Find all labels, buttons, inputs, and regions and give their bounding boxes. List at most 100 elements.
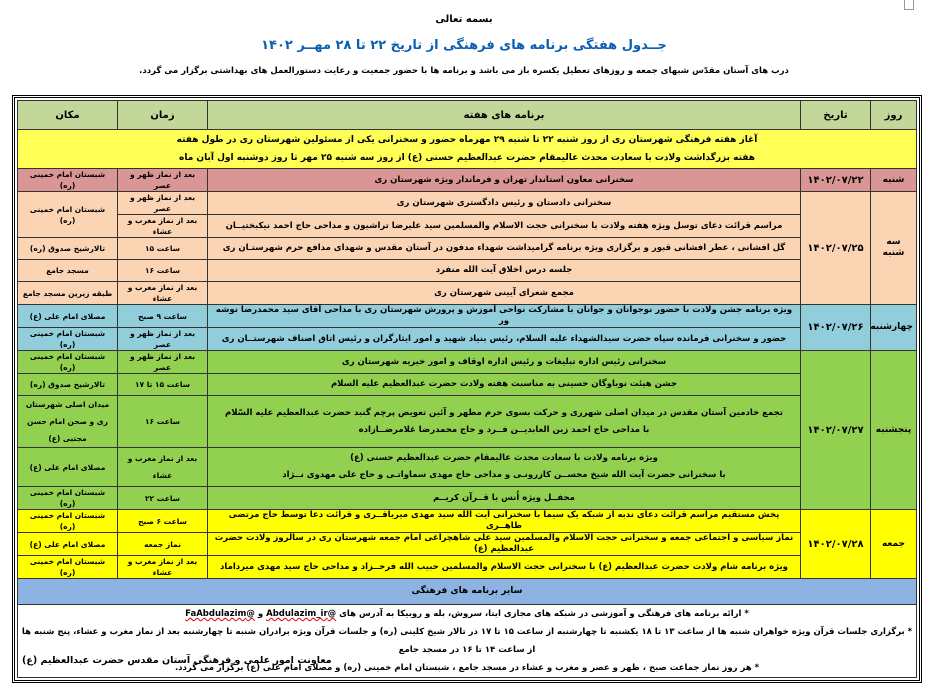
program-cell: سخنرانی معاون استاندار تهران و فرماندار …: [207, 168, 801, 192]
program-cell: سخنرانی رئیس اداره تبلیغات و رئیس اداره …: [207, 350, 801, 374]
place-cell: مسجد جامع: [17, 259, 118, 282]
table-row: تجمع خادمین آستان مقدس در میدان اصلی شهر…: [17, 395, 917, 448]
time-cell: ساعت ۱۶: [117, 395, 208, 448]
program-line: گل افشانی ، عطر افشانی قبور و برگزاری وی…: [222, 243, 786, 253]
table-row: محفــل ویژه اُنس با قــرآن کریــم ساعت ۲۲…: [17, 486, 917, 510]
note-1-and: و: [257, 609, 264, 619]
place-cell: شبستان امام خمینی (ره): [17, 555, 118, 579]
program-line: با سخنرانی حضرت آیت الله شیخ محســن کازر…: [282, 470, 726, 480]
program-cell: ویژه برنامه شام ولادت حضرت عبدالعظیم (ع)…: [207, 555, 801, 579]
table-row: چهارشنبه ۱۴۰۲/۰۷/۲۶ ویژه برنامه جشن ولادت …: [17, 304, 917, 351]
time-cell: بعد از نماز ظهر و عصر: [117, 350, 208, 374]
time-cell: ساعت ۱۵ تا ۱۷: [117, 373, 208, 396]
channel-link-abdulazim-ir[interactable]: @Abdulazim_ir: [266, 609, 337, 619]
program-line: مراسم قرائت دعای توسل ویژه هفته ولادت با…: [225, 220, 783, 231]
schedule-table: روز تاریخ برنامه های هفته زمان مکان آغاز…: [17, 100, 917, 678]
date-cell: ۱۴۰۲/۰۷/۲۶: [800, 304, 871, 351]
program-cell: تجمع خادمین آستان مقدس در میدان اصلی شهر…: [207, 395, 801, 448]
place-cell: شبستان امام خمینی (ره): [17, 509, 118, 533]
time-cell: ساعت ۶ صبح: [117, 509, 208, 533]
other-programs-header-row: سایر برنامه های فرهنگی: [17, 578, 917, 605]
banner-row: آغاز هفته فرهنگی شهرستان ری از روز شنبه …: [17, 129, 917, 169]
page-corner-mark: [904, 0, 914, 10]
time-cell: بعد از نماز مغرب و عشاء: [117, 447, 208, 487]
program-line: جشن هیئت نوباوگان حسینی به مناسبت هفته و…: [330, 379, 678, 389]
program-line: پخش مستقیم مراسم قرائت دعای ندبه از شبکه…: [228, 510, 780, 531]
program-line: مجمع شعرای آیینی شهرستان ری: [434, 287, 574, 298]
time-cell: ساعت ۱۶: [117, 259, 208, 282]
time-cell: بعد از نماز مغرب و عشاء: [117, 555, 208, 579]
program-line: ویژه برنامه شام ولادت حضرت عبدالعظیم (ع)…: [220, 561, 788, 572]
place-cell: تالارشیخ صدوق (ره): [17, 237, 118, 260]
page-title: جــدول هفتگی برنامه های فرهنگی از تاریخ …: [261, 38, 667, 53]
day-cell: چهارشنبه: [870, 304, 917, 351]
note-line-1: * ارائه برنامه های فرهنگی و آموزشی در شب…: [21, 605, 913, 623]
place-cell: میدان اصلی شهرستان ری و صحن امام حسن مجت…: [17, 395, 118, 448]
place-cell: مصلای امام علی (ع): [17, 447, 118, 487]
day-cell: شنبه: [870, 168, 917, 192]
day-cell: پنجشنبه: [870, 350, 917, 510]
table-row: حضور و سخنرانی فرمانده سپاه حضرت سیدالشه…: [17, 327, 917, 351]
header-program: برنامه های هفته: [207, 100, 801, 130]
table-row: سه شنبه ۱۴۰۲/۰۷/۲۵ سخنرانی دادستان و رئیس …: [17, 191, 917, 305]
table-row: جمعه ۱۴۰۲/۰۷/۲۸ پخش مستقیم مراسم قرائت دعا…: [17, 509, 917, 579]
other-programs-title: سایر برنامه های فرهنگی: [17, 578, 917, 605]
table-row: جلسه درس اخلاق آیت الله منفرد ساعت ۱۶ مسجد…: [17, 259, 917, 282]
program-cell: مجمع شعرای آیینی شهرستان ری: [207, 281, 801, 305]
note-line-2: * برگزاری جلسات قرآن ویژه خواهران شنبه ه…: [21, 627, 913, 655]
time-cell: بعد از نماز مغرب و عشاء: [117, 214, 208, 238]
banner-line: آغاز هفته فرهنگی شهرستان ری از روز شنبه …: [176, 135, 758, 145]
program-line: محفــل ویژه اُنس با قــرآن کریــم: [433, 492, 575, 503]
time-cell: بعد از نماز ظهر و عصر: [117, 327, 208, 351]
program-line: تجمع خادمین آستان مقدس در میدان اصلی شهر…: [225, 407, 783, 418]
time-cell: ساعت ۲۲: [117, 486, 208, 510]
program-line: ویژه برنامه جشن ولادت با حضور نوجوانان و…: [215, 305, 793, 326]
program-cell: پخش مستقیم مراسم قرائت دعای ندبه از شبکه…: [207, 509, 801, 533]
table-row: پنجشنبه ۱۴۰۲/۰۷/۲۷ سخنرانی رئیس اداره تبلی…: [17, 350, 917, 510]
notes-row: * ارائه برنامه های فرهنگی و آموزشی در شب…: [17, 604, 917, 678]
note-line-3: * هر روز نماز جماعت صبح ، ظهر و عصر و مغ…: [174, 663, 760, 673]
program-cell: گل افشانی ، عطر افشانی قبور و برگزاری وی…: [207, 237, 801, 260]
header-date: تاریخ: [800, 100, 871, 130]
table-row: ویژه برنامه شام ولادت حضرت عبدالعظیم (ع)…: [17, 555, 917, 579]
note-1-text: * ارائه برنامه های فرهنگی و آموزشی در شب…: [339, 609, 749, 619]
place-cell: شبستان امام خمینی (ره): [17, 168, 118, 192]
place-cell: شبستان امام خمینی (ره): [17, 191, 118, 238]
channel-link-faabdulazim[interactable]: @FaAbdulazim: [185, 609, 255, 619]
place-cell: طبقه زیرین مسجد جامع: [17, 281, 118, 305]
program-cell: مراسم قرائت دعای توسل ویژه هفته ولادت با…: [207, 214, 801, 238]
date-cell: ۱۴۰۲/۰۷/۲۷: [800, 350, 871, 510]
date-cell: ۱۴۰۲/۰۷/۲۸: [800, 509, 871, 579]
table-row: مجمع شعرای آیینی شهرستان ری بعد از نماز م…: [17, 281, 917, 305]
place-cell: مصلای امام علی (ع): [17, 304, 118, 328]
program-line: سخنرانی معاون استاندار تهران و فرماندار …: [374, 174, 634, 185]
program-cell: محفــل ویژه اُنس با قــرآن کریــم: [207, 486, 801, 510]
table-row: نماز سیاسی و اجتماعی جمعه و سخنرانی حجت …: [17, 532, 917, 556]
program-line: ویژه برنامه ولادت با سعادت محدث عالیمقام…: [350, 453, 658, 463]
time-cell: نماز جمعه: [117, 532, 208, 556]
time-cell: ساعت ۹ صبح: [117, 304, 208, 328]
program-line: سخنرانی دادستان و رئیس دادگستری شهرستان …: [396, 197, 612, 208]
date-cell: ۱۴۰۲/۰۷/۲۲: [800, 168, 871, 192]
header-day: روز: [870, 100, 917, 130]
footer-signature: معاونت امور علمی و فرهنگی آستان مقدس حضر…: [22, 655, 332, 666]
program-cell: نماز سیاسی و اجتماعی جمعه و سخنرانی حجت …: [207, 532, 801, 556]
table-row: شنبه ۱۴۰۲/۰۷/۲۲ سخنرانی معاون استاندار تهر…: [17, 168, 917, 192]
time-cell: ساعت ۱۵: [117, 237, 208, 260]
program-cell: جشن هیئت نوباوگان حسینی به مناسبت هفته و…: [207, 373, 801, 396]
time-cell: بعد از نماز ظهر و عصر: [117, 168, 208, 192]
program-line: جلسه درس اخلاق آیت الله منفرد: [435, 265, 573, 275]
program-cell: حضور و سخنرانی فرمانده سپاه حضرت سیدالشه…: [207, 327, 801, 351]
program-cell: جلسه درس اخلاق آیت الله منفرد: [207, 259, 801, 282]
notes-cell: * ارائه برنامه های فرهنگی و آموزشی در شب…: [17, 604, 917, 678]
program-line: نماز سیاسی و اجتماعی جمعه و سخنرانی حجت …: [214, 533, 794, 554]
date-cell: ۱۴۰۲/۰۷/۲۵: [800, 191, 871, 305]
table-row: ویژه برنامه ولادت با سعادت محدث عالیمقام…: [17, 447, 917, 487]
program-line: سخنرانی رئیس اداره تبلیغات و رئیس اداره …: [341, 356, 667, 367]
program-cell: ویژه برنامه جشن ولادت با حضور نوجوانان و…: [207, 304, 801, 328]
day-cell: جمعه: [870, 509, 917, 579]
bismillah: بسمه تعالی: [435, 14, 493, 25]
banner-line: هفته بزرگداشت ولادت با سعادت محدث عالیمق…: [179, 153, 755, 163]
table-row: مراسم قرائت دعای توسل ویژه هفته ولادت با…: [17, 214, 917, 238]
program-line: حضور و سخنرانی فرمانده سپاه حضرت سیدالشه…: [221, 333, 787, 344]
